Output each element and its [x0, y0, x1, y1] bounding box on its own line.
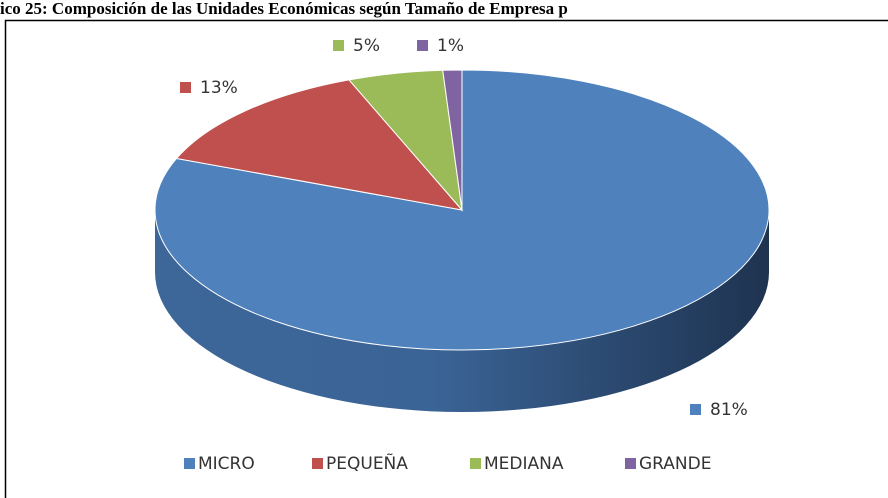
- label-swatch: [333, 40, 344, 51]
- legend-label: MEDIANA: [484, 454, 564, 474]
- legend-label: PEQUEÑA: [326, 452, 408, 474]
- data-label: 81%: [710, 400, 748, 420]
- chart-title: ico 25: Composición de las Unidades Econ…: [0, 0, 568, 18]
- slice-side: [155, 210, 769, 412]
- legend-swatch: [470, 458, 481, 469]
- label-swatch: [180, 82, 191, 93]
- chart-frame: [4, 19, 888, 498]
- data-label: 1%: [437, 36, 464, 56]
- label-swatch: [417, 40, 428, 51]
- slice: [175, 79, 464, 211]
- label-swatch: [690, 404, 701, 415]
- slice: [154, 69, 770, 351]
- legend-label: GRANDE: [639, 454, 711, 474]
- data-label: 13%: [200, 78, 238, 98]
- slice: [442, 69, 463, 211]
- legend-swatch: [312, 458, 323, 469]
- legend-swatch: [625, 458, 636, 469]
- legend-label: MICRO: [198, 454, 255, 474]
- legend-swatch: [184, 458, 195, 469]
- data-label: 5%: [353, 36, 380, 56]
